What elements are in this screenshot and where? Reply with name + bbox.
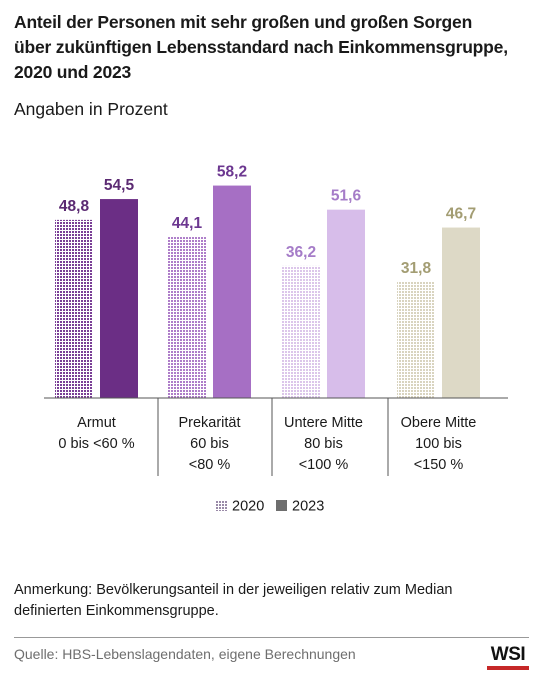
title-line-3: 2020 und 2023 <box>14 62 132 82</box>
value-label-2023-2: 58,2 <box>217 164 247 181</box>
chart-subtitle: Angaben in Prozent <box>14 99 168 119</box>
category-label-3-line-2: 80 bis <box>304 436 343 452</box>
category-label-1-line-2: 0 bis <60 % <box>58 436 134 452</box>
category-label-2-line-3: <80 % <box>189 457 231 473</box>
value-label-2023-3: 51,6 <box>331 188 362 205</box>
note-line-2: definierten Einkommensgruppe. <box>14 603 219 619</box>
chart-title: Anteil der Personen mit sehr großen und … <box>14 10 529 85</box>
footer-divider <box>14 637 529 638</box>
value-label-2020-2: 44,1 <box>172 215 203 232</box>
category-label-3-line-1: Untere Mitte <box>284 415 363 431</box>
category-label-1-line-1: Armut <box>77 415 116 431</box>
logo-text: WSI <box>490 644 526 665</box>
category-label-4-line-2: 100 bis <box>415 436 462 452</box>
legend-swatch-2020 <box>216 500 227 511</box>
category-label-3-line-3: <100 % <box>299 457 349 473</box>
category-label-2-line-1: Prekarität <box>178 415 240 431</box>
source-note: Quelle: HBS-Lebenslagendaten, eigene Ber… <box>14 646 356 662</box>
logo-accent-bar <box>487 666 529 670</box>
category-label-2-line-2: 60 bis <box>190 436 229 452</box>
legend-label-2020: 2020 <box>232 499 264 515</box>
bar-2023-3 <box>327 209 365 398</box>
note-line-1: Anmerkung: Bevölkerungsanteil in der jew… <box>14 582 453 598</box>
bar-2023-2 <box>213 185 251 398</box>
wsi-logo: WSI <box>487 645 529 670</box>
value-label-2023-4: 46,7 <box>446 206 476 223</box>
bar-2020-4 <box>397 281 435 398</box>
title-line-2: über zukünftigen Lebensstandard nach Ein… <box>14 37 508 57</box>
category-label-4-line-3: <150 % <box>414 457 464 473</box>
value-label-2020-3: 36,2 <box>286 244 316 261</box>
bar-2023-1 <box>100 199 138 398</box>
value-label-2020-4: 31,8 <box>401 260 432 277</box>
bar-2020-2 <box>168 237 206 398</box>
bar-2020-1 <box>55 219 93 398</box>
category-label-4-line-1: Obere Mitte <box>401 415 477 431</box>
bar-chart: 48,8 54,5 44,1 58,2 36,2 51,6 31,8 46,7 Armut 0 b… <box>44 164 508 515</box>
legend-label-2023: 2023 <box>292 499 324 515</box>
legend-swatch-2023 <box>276 500 287 511</box>
bar-2020-3 <box>282 265 320 398</box>
value-label-2020-1: 48,8 <box>59 198 90 215</box>
footnote: Anmerkung: Bevölkerungsanteil in der jew… <box>14 580 529 622</box>
value-label-2023-1: 54,5 <box>104 177 135 194</box>
bar-2023-4 <box>442 227 480 398</box>
title-line-1: Anteil der Personen mit sehr großen und … <box>14 12 473 32</box>
